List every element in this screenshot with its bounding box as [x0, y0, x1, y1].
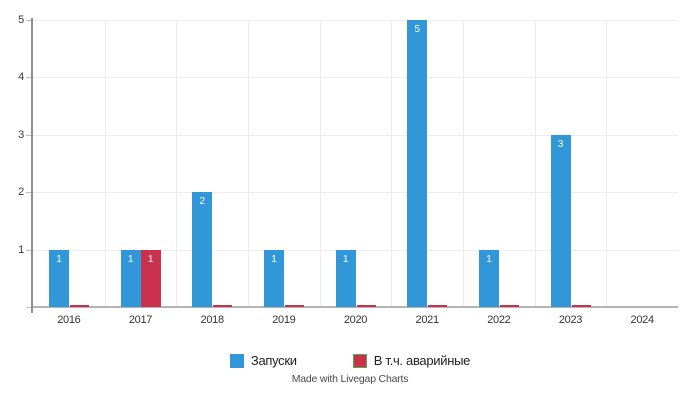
x-axis-label-2021: 2021	[415, 314, 440, 326]
y-axis-tick	[26, 77, 31, 79]
x-axis-label-2023: 2023	[558, 314, 583, 326]
x-axis-label-2016: 2016	[57, 314, 81, 326]
legend-item-launches: Запуски	[229, 353, 297, 368]
gridline-vertical	[248, 20, 249, 307]
y-axis-tick	[26, 20, 31, 21]
failures-zero-sliver-2018	[213, 305, 233, 307]
gridline-horizontal	[33, 249, 678, 251]
legend: Запуски В т.ч. аварийные	[0, 353, 700, 368]
failures-zero-sliver-2016	[69, 305, 89, 307]
bar-value-label: 1	[147, 253, 154, 265]
x-axis-label-2018: 2018	[200, 314, 225, 326]
bar-value-label: 1	[271, 253, 277, 265]
failures-zero-sliver-2019	[284, 305, 304, 307]
gridline-vertical	[391, 20, 393, 307]
gridline-vertical	[534, 20, 536, 307]
failures-legend-label: В т.ч. аварийные	[373, 353, 471, 368]
bar-value-label: 1	[56, 253, 62, 265]
gridline-horizontal	[33, 192, 678, 194]
bar-failures-2017: 1	[140, 249, 161, 307]
failures-zero-sliver-2021	[428, 305, 448, 307]
gridline-horizontal	[33, 20, 678, 21]
launches-swatch	[229, 353, 244, 368]
failures-swatch	[352, 353, 367, 368]
y-axis-line	[31, 18, 33, 313]
y-axis-tick-label: 3	[18, 128, 24, 141]
x-axis-label-2022: 2022	[487, 314, 511, 326]
bar-launches-2022: 1	[478, 249, 499, 307]
y-axis-tick-label: 2	[18, 186, 24, 199]
bar-value-label: 5	[414, 24, 421, 35]
failures-zero-sliver-2022	[499, 305, 519, 307]
gridline-vertical	[606, 20, 608, 307]
legend-item-failures: В т.ч. аварийные	[352, 353, 471, 368]
failures-zero-sliver-2020	[356, 305, 376, 307]
bar-value-label: 1	[486, 253, 492, 265]
gridline-vertical	[463, 20, 464, 307]
bar-launches-2020: 1	[335, 249, 356, 307]
bar-value-label: 3	[557, 138, 564, 150]
bar-launches-2019: 1	[263, 249, 284, 307]
x-axis-line	[33, 306, 678, 308]
y-axis-tick-label: 4	[18, 71, 24, 84]
bar-launches-2017: 1	[120, 249, 141, 307]
y-axis-tick-label: 5	[18, 14, 24, 26]
y-axis-tick	[26, 249, 31, 251]
gridline-vertical	[319, 20, 321, 307]
bar-value-label: 1	[127, 253, 134, 265]
y-axis-tick-label: 1	[18, 243, 24, 256]
bar-launches-2021: 5	[407, 20, 428, 307]
x-axis-label-2017: 2017	[128, 314, 153, 326]
x-axis-label-2019: 2019	[272, 314, 296, 326]
bar-launches-2016: 1	[48, 249, 69, 307]
footer-credit: Made with Livegap Charts	[291, 373, 409, 385]
x-axis-label-2024: 2024	[630, 314, 655, 326]
gridline-vertical	[104, 20, 106, 307]
bar-launches-2018: 2	[192, 192, 213, 307]
bar-value-label: 2	[199, 196, 206, 208]
gridline-horizontal	[33, 134, 678, 136]
gridline-vertical	[176, 20, 178, 307]
failures-zero-sliver-2023	[571, 305, 591, 307]
bar-launches-2023: 3	[550, 134, 571, 307]
gridline-horizontal	[33, 77, 678, 79]
x-axis-label-2020: 2020	[343, 314, 368, 326]
y-axis-tick	[26, 134, 31, 136]
y-axis-tick	[26, 192, 31, 194]
y-axis-tick	[26, 307, 31, 308]
bar-value-label: 1	[342, 253, 349, 265]
launches-legend-label: Запуски	[250, 353, 297, 368]
